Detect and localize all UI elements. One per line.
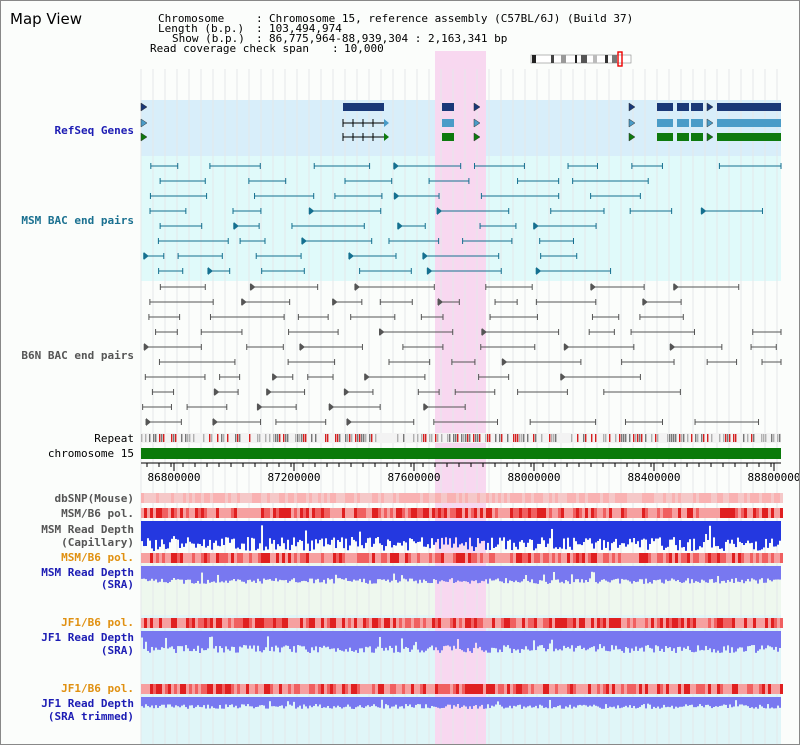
track-label-msm-depth-sra-2: (SRA) xyxy=(100,578,134,591)
track-label-jf1-depth-sra-1: JF1 Read Depth xyxy=(41,631,134,644)
msm-b6-pol-strip-2 xyxy=(141,553,783,563)
axis-tick-label: 88800000 xyxy=(748,471,799,484)
show-sep: : xyxy=(256,32,263,45)
length-value: 103,494,974 xyxy=(269,22,342,35)
track-label-msm-depth-cap-2: (Capillary) xyxy=(61,536,134,549)
chromosome-value: Chromosome 15, reference assembly (C57BL… xyxy=(269,12,634,25)
jf1-b6-pol-strip-1 xyxy=(141,618,783,628)
refseq-genes xyxy=(140,102,781,142)
axis-tick-label: 87600000 xyxy=(388,471,441,484)
map-view-title: Map View xyxy=(10,10,83,28)
msm-bac-pairs xyxy=(143,162,782,275)
track-label-jf1-depth-trim-1: JF1 Read Depth xyxy=(41,697,134,710)
track-label-msm-b6-pol-2: MSM/B6 pol. xyxy=(61,551,134,564)
track-label-dbsnp: dbSNP(Mouse) xyxy=(54,492,134,505)
ideogram-position-marker xyxy=(617,51,623,67)
length-label: Length (b.p.) xyxy=(158,22,245,35)
show-value: 86,775,964-88,939,304 : 2,163,341 bp xyxy=(269,32,508,45)
msm-b6-pol-strip-1 xyxy=(141,508,783,518)
track-label-repeat: Repeat xyxy=(94,432,134,445)
repeat-track xyxy=(141,433,781,443)
b6n-bac-pairs xyxy=(142,283,782,426)
track-label-msm-b6-pol-1: MSM/B6 pol. xyxy=(61,507,134,520)
dbsnp-strip xyxy=(141,493,783,503)
span-sep: : xyxy=(332,42,339,55)
track-label-jf1-b6-pol-1: JF1/B6 pol. xyxy=(61,616,134,629)
msm-depth-capillary xyxy=(141,521,781,551)
jf1-depth-sra-trimmed xyxy=(141,697,781,709)
track-label-jf1-depth-trim-2: (SRA trimmed) xyxy=(47,710,134,723)
track-label-jf1-depth-sra-2: (SRA) xyxy=(100,644,134,657)
chromosome-ideogram xyxy=(530,54,632,64)
track-label-jf1-b6-pol-2: JF1/B6 pol. xyxy=(61,682,134,695)
track-label-b6n-bac: B6N BAC end pairs xyxy=(21,349,134,362)
track-label-msm-bac: MSM BAC end pairs xyxy=(21,214,134,227)
track-label-msm-depth-cap-1: MSM Read Depth xyxy=(41,523,134,536)
span-label: Read coverage check span xyxy=(150,42,309,55)
length-sep: : xyxy=(256,22,263,35)
axis-tick-label: 88000000 xyxy=(508,471,561,484)
track-label-msm-depth-sra-1: MSM Read Depth xyxy=(41,566,134,579)
jf1-b6-pol-strip-2 xyxy=(141,684,783,694)
chromosome-sep: : xyxy=(256,12,263,25)
track-label-refseq: RefSeq Genes xyxy=(54,124,134,137)
jf1-depth-sra xyxy=(141,631,781,653)
chromosome-bar xyxy=(141,448,781,459)
msm-depth-sra xyxy=(141,566,781,584)
show-label: Show (b.p.) xyxy=(172,32,245,45)
axis-tick-label: 88400000 xyxy=(628,471,681,484)
axis-tick-label: 86800000 xyxy=(148,471,201,484)
chromosome-label: Chromosome xyxy=(158,12,225,25)
span-value: 10,000 xyxy=(344,42,384,55)
axis-tick-label: 87200000 xyxy=(268,471,321,484)
position-axis: 86800000 87200000 87600000 88000000 88400000… xyxy=(141,462,799,484)
track-label-chromosome: chromosome 15 xyxy=(47,447,134,460)
